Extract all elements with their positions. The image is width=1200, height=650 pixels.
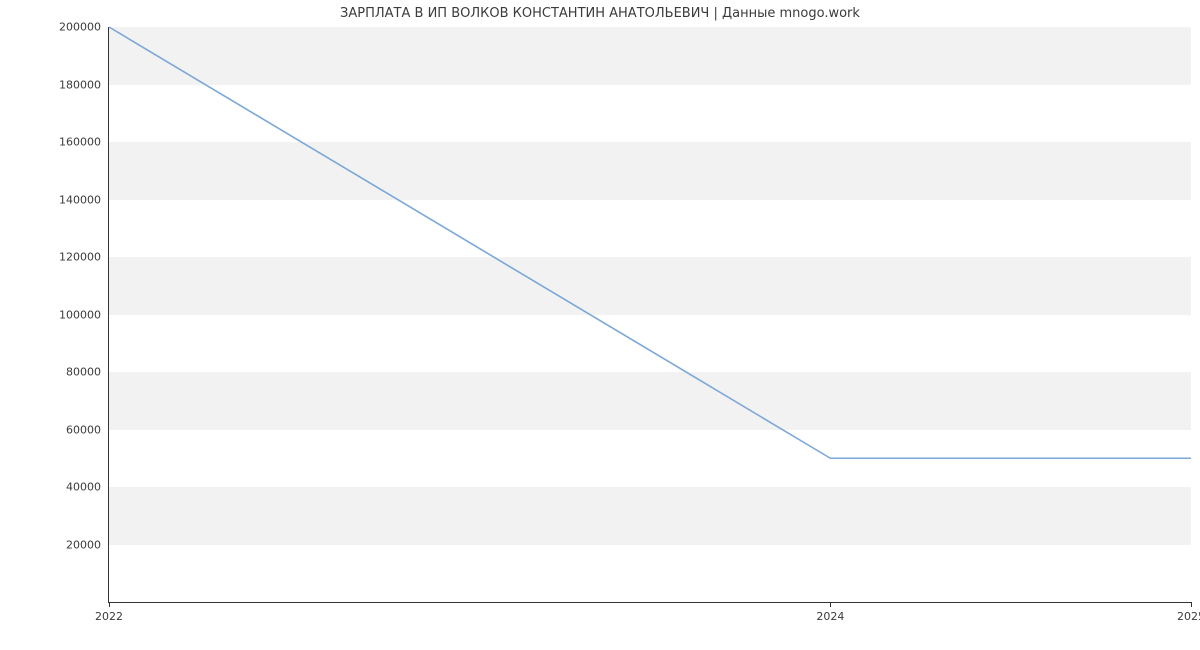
series-line-salary — [109, 27, 1191, 458]
chart-title: ЗАРПЛАТА В ИП ВОЛКОВ КОНСТАНТИН АНАТОЛЬЕ… — [0, 6, 1200, 21]
plot-area: 2000040000600008000010000012000014000016… — [108, 27, 1191, 603]
salary-line-series — [109, 27, 1191, 602]
y-tick-label: 140000 — [59, 193, 101, 206]
x-tick-mark — [830, 602, 831, 607]
y-tick-label: 200000 — [59, 21, 101, 34]
x-tick-label: 2025 — [1177, 610, 1200, 623]
x-tick-mark — [1191, 602, 1192, 607]
y-tick-label: 60000 — [66, 423, 101, 436]
salary-line-chart: ЗАРПЛАТА В ИП ВОЛКОВ КОНСТАНТИН АНАТОЛЬЕ… — [0, 0, 1200, 650]
y-tick-label: 20000 — [66, 538, 101, 551]
y-tick-label: 100000 — [59, 308, 101, 321]
y-tick-label: 80000 — [66, 366, 101, 379]
y-tick-label: 180000 — [59, 78, 101, 91]
y-tick-label: 40000 — [66, 481, 101, 494]
x-tick-label: 2024 — [816, 610, 844, 623]
x-tick-mark — [109, 602, 110, 607]
x-tick-label: 2022 — [95, 610, 123, 623]
y-tick-label: 160000 — [59, 136, 101, 149]
y-tick-label: 120000 — [59, 251, 101, 264]
